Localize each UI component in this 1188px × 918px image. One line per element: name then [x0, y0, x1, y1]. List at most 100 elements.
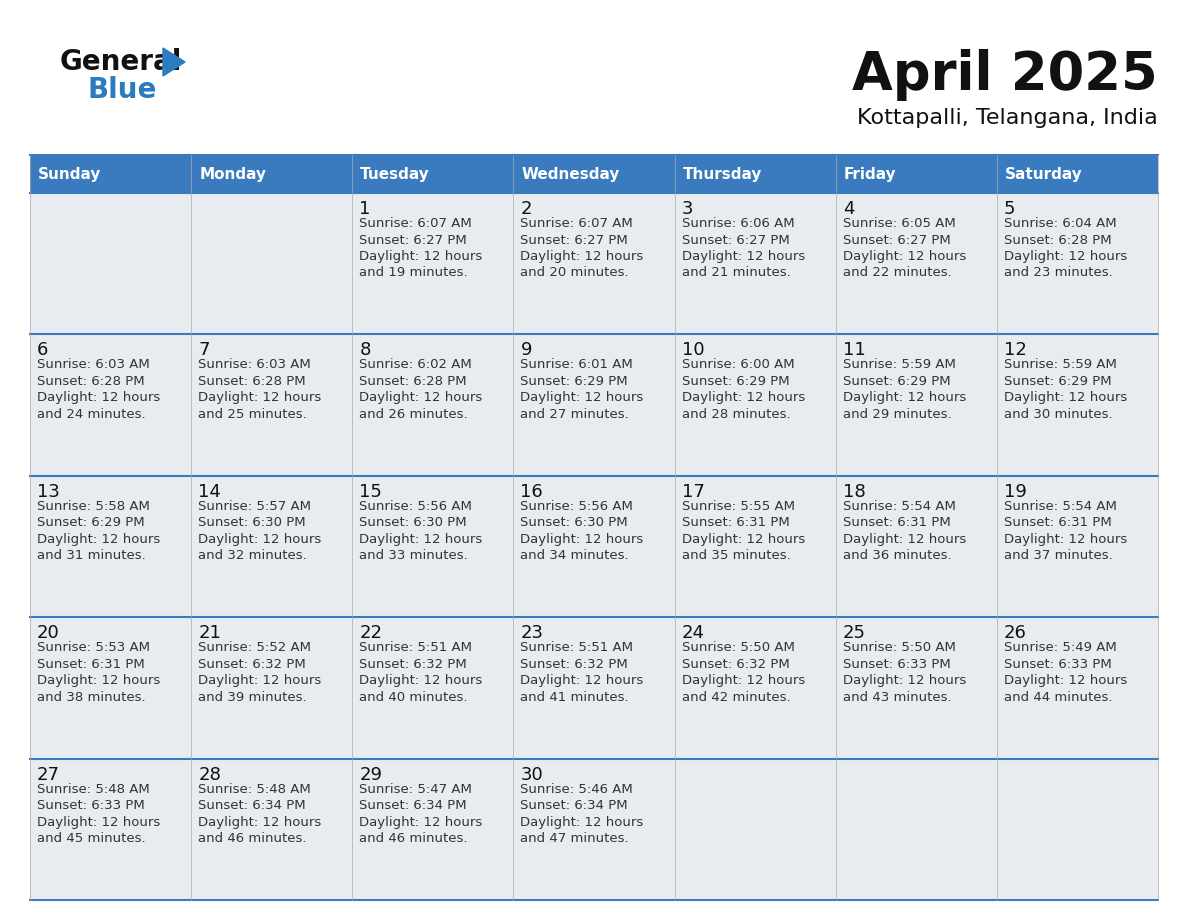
FancyBboxPatch shape [997, 617, 1158, 758]
Text: Sunset: 6:31 PM: Sunset: 6:31 PM [842, 516, 950, 530]
Text: Sunset: 6:32 PM: Sunset: 6:32 PM [359, 657, 467, 671]
Text: 14: 14 [198, 483, 221, 501]
Text: Sunrise: 5:54 AM: Sunrise: 5:54 AM [842, 499, 955, 513]
Text: Daylight: 12 hours: Daylight: 12 hours [682, 674, 804, 688]
Text: Sunrise: 6:04 AM: Sunrise: 6:04 AM [1004, 217, 1117, 230]
Text: Sunrise: 5:48 AM: Sunrise: 5:48 AM [37, 783, 150, 796]
Text: Sunday: Sunday [38, 166, 101, 182]
FancyBboxPatch shape [835, 476, 997, 617]
Text: Daylight: 12 hours: Daylight: 12 hours [359, 674, 482, 688]
Text: Sunset: 6:30 PM: Sunset: 6:30 PM [359, 516, 467, 530]
Text: General: General [61, 48, 183, 76]
FancyBboxPatch shape [997, 334, 1158, 476]
Text: 4: 4 [842, 200, 854, 218]
Text: Sunset: 6:29 PM: Sunset: 6:29 PM [842, 375, 950, 388]
Text: and 44 minutes.: and 44 minutes. [1004, 690, 1112, 704]
Text: Saturday: Saturday [1005, 166, 1082, 182]
Text: Sunrise: 5:57 AM: Sunrise: 5:57 AM [198, 499, 311, 513]
Text: Sunset: 6:28 PM: Sunset: 6:28 PM [1004, 233, 1112, 247]
Text: Sunset: 6:32 PM: Sunset: 6:32 PM [198, 657, 305, 671]
Text: Daylight: 12 hours: Daylight: 12 hours [198, 391, 322, 405]
Text: Daylight: 12 hours: Daylight: 12 hours [37, 674, 160, 688]
Text: Sunset: 6:31 PM: Sunset: 6:31 PM [682, 516, 789, 530]
FancyBboxPatch shape [675, 476, 835, 617]
Text: Daylight: 12 hours: Daylight: 12 hours [198, 674, 322, 688]
Text: Sunset: 6:27 PM: Sunset: 6:27 PM [520, 233, 628, 247]
Text: 16: 16 [520, 483, 543, 501]
Text: 21: 21 [198, 624, 221, 643]
FancyBboxPatch shape [675, 617, 835, 758]
Text: Sunrise: 5:50 AM: Sunrise: 5:50 AM [682, 641, 795, 655]
Text: Sunset: 6:29 PM: Sunset: 6:29 PM [520, 375, 628, 388]
Text: Sunrise: 6:07 AM: Sunrise: 6:07 AM [520, 217, 633, 230]
Text: and 45 minutes.: and 45 minutes. [37, 832, 146, 845]
Text: and 28 minutes.: and 28 minutes. [682, 408, 790, 420]
Text: Daylight: 12 hours: Daylight: 12 hours [842, 532, 966, 546]
Text: Daylight: 12 hours: Daylight: 12 hours [520, 815, 644, 829]
Text: Sunrise: 5:56 AM: Sunrise: 5:56 AM [520, 499, 633, 513]
Text: Daylight: 12 hours: Daylight: 12 hours [520, 532, 644, 546]
Text: Thursday: Thursday [683, 166, 762, 182]
FancyBboxPatch shape [835, 617, 997, 758]
FancyBboxPatch shape [353, 617, 513, 758]
Text: and 27 minutes.: and 27 minutes. [520, 408, 630, 420]
Text: 26: 26 [1004, 624, 1026, 643]
FancyBboxPatch shape [513, 334, 675, 476]
Text: Sunrise: 5:52 AM: Sunrise: 5:52 AM [198, 641, 311, 655]
Text: Daylight: 12 hours: Daylight: 12 hours [682, 532, 804, 546]
FancyBboxPatch shape [191, 334, 353, 476]
Text: Daylight: 12 hours: Daylight: 12 hours [1004, 391, 1127, 405]
Text: Daylight: 12 hours: Daylight: 12 hours [359, 532, 482, 546]
FancyBboxPatch shape [675, 193, 835, 334]
Text: Daylight: 12 hours: Daylight: 12 hours [37, 815, 160, 829]
Text: 3: 3 [682, 200, 693, 218]
Text: and 38 minutes.: and 38 minutes. [37, 690, 146, 704]
Text: Sunset: 6:27 PM: Sunset: 6:27 PM [359, 233, 467, 247]
Text: 5: 5 [1004, 200, 1016, 218]
Text: 13: 13 [37, 483, 59, 501]
Text: Sunset: 6:34 PM: Sunset: 6:34 PM [359, 799, 467, 812]
Polygon shape [163, 48, 185, 76]
Text: and 30 minutes.: and 30 minutes. [1004, 408, 1112, 420]
FancyBboxPatch shape [191, 758, 353, 900]
Text: Daylight: 12 hours: Daylight: 12 hours [842, 391, 966, 405]
Text: and 47 minutes.: and 47 minutes. [520, 832, 630, 845]
Text: Sunset: 6:33 PM: Sunset: 6:33 PM [37, 799, 145, 812]
Text: 10: 10 [682, 341, 704, 360]
Text: and 36 minutes.: and 36 minutes. [842, 549, 952, 563]
Text: Sunrise: 5:53 AM: Sunrise: 5:53 AM [37, 641, 150, 655]
Text: 6: 6 [37, 341, 49, 360]
Text: Sunset: 6:28 PM: Sunset: 6:28 PM [198, 375, 305, 388]
Text: Daylight: 12 hours: Daylight: 12 hours [359, 250, 482, 263]
Text: and 26 minutes.: and 26 minutes. [359, 408, 468, 420]
FancyBboxPatch shape [835, 334, 997, 476]
Text: Kottapalli, Telangana, India: Kottapalli, Telangana, India [858, 108, 1158, 128]
FancyBboxPatch shape [513, 476, 675, 617]
FancyBboxPatch shape [997, 476, 1158, 617]
Text: Daylight: 12 hours: Daylight: 12 hours [37, 391, 160, 405]
Text: Daylight: 12 hours: Daylight: 12 hours [682, 250, 804, 263]
Text: 27: 27 [37, 766, 61, 784]
Text: Daylight: 12 hours: Daylight: 12 hours [842, 674, 966, 688]
Text: Sunrise: 6:07 AM: Sunrise: 6:07 AM [359, 217, 472, 230]
Text: and 23 minutes.: and 23 minutes. [1004, 266, 1113, 279]
Text: Sunrise: 5:50 AM: Sunrise: 5:50 AM [842, 641, 955, 655]
Text: Daylight: 12 hours: Daylight: 12 hours [1004, 250, 1127, 263]
Text: and 22 minutes.: and 22 minutes. [842, 266, 952, 279]
Text: Sunset: 6:32 PM: Sunset: 6:32 PM [682, 657, 789, 671]
Text: Daylight: 12 hours: Daylight: 12 hours [682, 391, 804, 405]
Text: Daylight: 12 hours: Daylight: 12 hours [37, 532, 160, 546]
Text: Sunrise: 5:51 AM: Sunrise: 5:51 AM [359, 641, 473, 655]
Text: 11: 11 [842, 341, 866, 360]
Text: and 24 minutes.: and 24 minutes. [37, 408, 146, 420]
Text: and 40 minutes.: and 40 minutes. [359, 690, 468, 704]
Text: 20: 20 [37, 624, 59, 643]
Text: April 2025: April 2025 [852, 49, 1158, 101]
FancyBboxPatch shape [675, 758, 835, 900]
Text: Blue: Blue [88, 76, 157, 104]
Text: Sunset: 6:34 PM: Sunset: 6:34 PM [198, 799, 305, 812]
FancyBboxPatch shape [675, 334, 835, 476]
Text: Daylight: 12 hours: Daylight: 12 hours [520, 674, 644, 688]
Text: Sunset: 6:31 PM: Sunset: 6:31 PM [1004, 516, 1112, 530]
Text: Sunset: 6:29 PM: Sunset: 6:29 PM [1004, 375, 1112, 388]
